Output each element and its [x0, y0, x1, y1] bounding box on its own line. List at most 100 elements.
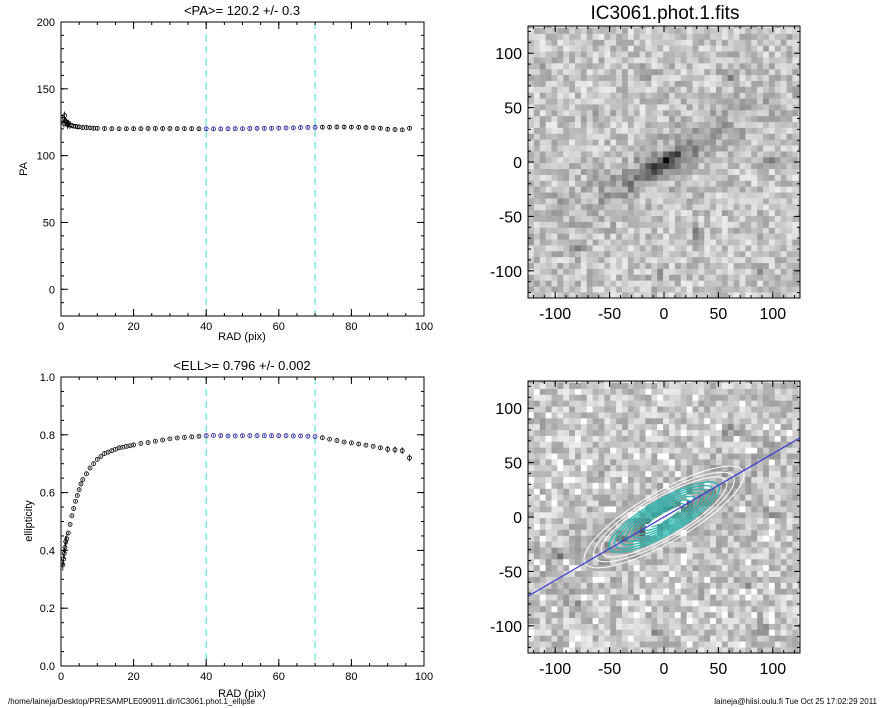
image-pixel [716, 553, 723, 560]
image-pixel [674, 381, 682, 384]
image-pixel [580, 186, 588, 193]
image-pixel [727, 488, 734, 495]
image-pixel [692, 280, 699, 287]
image-pixel [657, 121, 664, 128]
image-pixel [768, 494, 776, 501]
image-pixel [533, 227, 541, 234]
image-pixel [551, 605, 558, 613]
image-pixel [539, 292, 546, 298]
image-pixel [645, 641, 652, 648]
image-pixel [686, 529, 693, 536]
image-pixel [745, 27, 752, 34]
image-pixel [622, 245, 629, 252]
image-pixel [563, 198, 570, 205]
image-pixel [716, 198, 723, 205]
image-pixel [616, 27, 623, 34]
image-pixel [586, 611, 593, 619]
image-pixel [604, 68, 611, 76]
image-pixel [633, 423, 640, 431]
image-pixel [551, 529, 558, 536]
image-pixel [751, 221, 758, 228]
image-pixel [645, 192, 652, 199]
image-pixel [727, 535, 734, 542]
image-pixel [780, 553, 787, 560]
image-pixel [598, 203, 605, 211]
image-pixel [575, 39, 582, 46]
image-pixel [745, 109, 752, 117]
image-pixel [721, 441, 729, 448]
image-pixel [651, 26, 658, 29]
image-pixel [539, 192, 546, 199]
image-pixel [545, 570, 552, 577]
image-pixel [680, 582, 687, 589]
image-pixel [563, 547, 570, 554]
image-pixel [586, 647, 593, 653]
image-pixel [686, 133, 693, 140]
image-pixel [557, 168, 564, 175]
image-pixel [557, 250, 564, 258]
image-pixel [551, 286, 558, 293]
image-pixel [616, 33, 623, 40]
image-pixel [633, 168, 640, 175]
image-pixel [663, 74, 670, 81]
image-pixel [569, 33, 576, 40]
image-pixel [692, 558, 699, 566]
image-pixel [551, 500, 558, 507]
image-pixel [716, 26, 723, 29]
image-pixel [645, 388, 652, 395]
image-pixel [533, 406, 541, 413]
image-pixel [663, 104, 670, 111]
image-pixel [557, 86, 564, 93]
image-pixel [669, 558, 676, 566]
image-pixel [622, 139, 629, 146]
image-pixel [774, 558, 781, 566]
image-pixel [669, 51, 676, 58]
image-pixel [710, 104, 717, 111]
image-pixel [622, 27, 629, 34]
image-pixel [745, 151, 752, 158]
image-pixel [727, 381, 734, 384]
image-pixel [657, 429, 664, 436]
image-pixel [528, 239, 535, 246]
image-pixel [610, 80, 617, 87]
image-pixel [710, 233, 717, 240]
image-pixel [545, 262, 552, 269]
image-pixel [774, 115, 781, 123]
image-pixel [627, 459, 635, 466]
data-point [211, 126, 216, 132]
image-pixel [792, 588, 799, 595]
image-pixel [557, 605, 564, 613]
image-pixel [692, 74, 699, 81]
image-pixel [622, 506, 629, 513]
image-pixel [763, 553, 770, 560]
image-pixel [545, 280, 552, 287]
image-pixel [616, 74, 623, 81]
image-pixel [669, 245, 676, 252]
image-pixel [657, 256, 664, 264]
image-pixel [592, 227, 599, 234]
image-pixel [569, 494, 576, 501]
data-point [254, 125, 260, 131]
image-pixel [545, 605, 552, 613]
image-pixel [768, 292, 776, 298]
image-pixel [551, 594, 558, 601]
image-pixel [528, 423, 535, 431]
image-pixel [757, 517, 764, 525]
image-pixel [563, 68, 570, 76]
image-pixel [786, 447, 793, 454]
image-pixel [674, 292, 682, 298]
image-pixel [592, 109, 599, 117]
image-pixel [680, 74, 687, 81]
image-pixel [551, 186, 558, 193]
image-pixel [569, 168, 576, 175]
image-pixel [657, 45, 664, 52]
image-pixel [733, 429, 740, 436]
image-pixel [580, 629, 588, 636]
image-pixel [545, 274, 552, 281]
image-pixel [745, 412, 752, 419]
image-pixel [575, 80, 582, 87]
image-pixel [539, 441, 546, 448]
image-pixel [733, 62, 740, 70]
image-pixel [586, 268, 593, 275]
image-pixel [774, 33, 781, 40]
